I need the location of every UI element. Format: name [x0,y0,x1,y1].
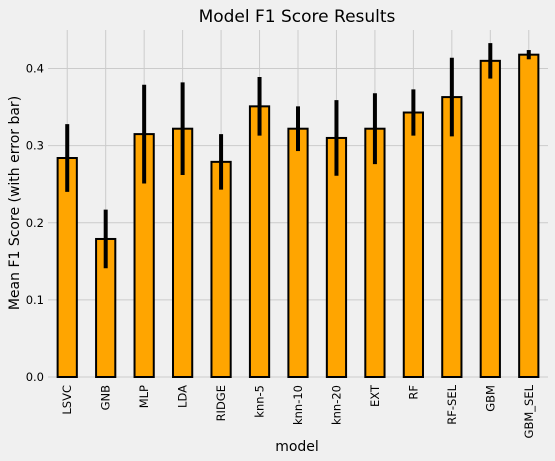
x-tick-label: knn-5 [253,385,267,418]
x-tick-label: knn-20 [329,385,343,425]
bar [518,53,540,378]
x-tick-label: MLP [137,385,151,408]
x-tick-label: EXT [368,384,382,407]
x-tick-label: RIDGE [214,385,228,421]
x-tick-labels: LSVC GNB MLP LDA RIDGE knn-5 knn-10 knn-20 EXT RF… [60,384,536,438]
x-tick-label: GBM [483,385,497,412]
bar [248,105,271,378]
x-tick-label: GNB [99,385,113,411]
bar [364,127,386,378]
y-tick-label: 0.0 [26,370,44,384]
x-tick-label: RF [406,385,420,400]
bar [479,59,501,378]
x-axis-label: model [275,439,319,455]
bars [56,53,540,379]
x-tick-label: knn-10 [291,385,305,425]
x-tick-label: LDA [176,385,190,408]
x-tick-label: GBM_SEL [522,384,536,438]
x-tick-label: LSVC [60,385,74,415]
y-tick-labels: 0.0 0.1 0.2 0.3 0.4 [26,62,44,384]
bar [287,127,309,378]
y-tick-label: 0.1 [26,293,44,307]
chart-title: Model F1 Score Results [199,7,396,27]
bar [210,160,232,378]
y-tick-label: 0.4 [26,62,44,76]
error-bars [65,43,531,269]
x-tick-label: RF-SEL [445,384,459,424]
bar [402,111,424,379]
y-tick-label: 0.3 [26,139,44,153]
bar [441,96,463,378]
y-axis-label: Mean F1 Score (with error bar) [7,96,23,310]
y-tick-label: 0.2 [26,216,44,230]
